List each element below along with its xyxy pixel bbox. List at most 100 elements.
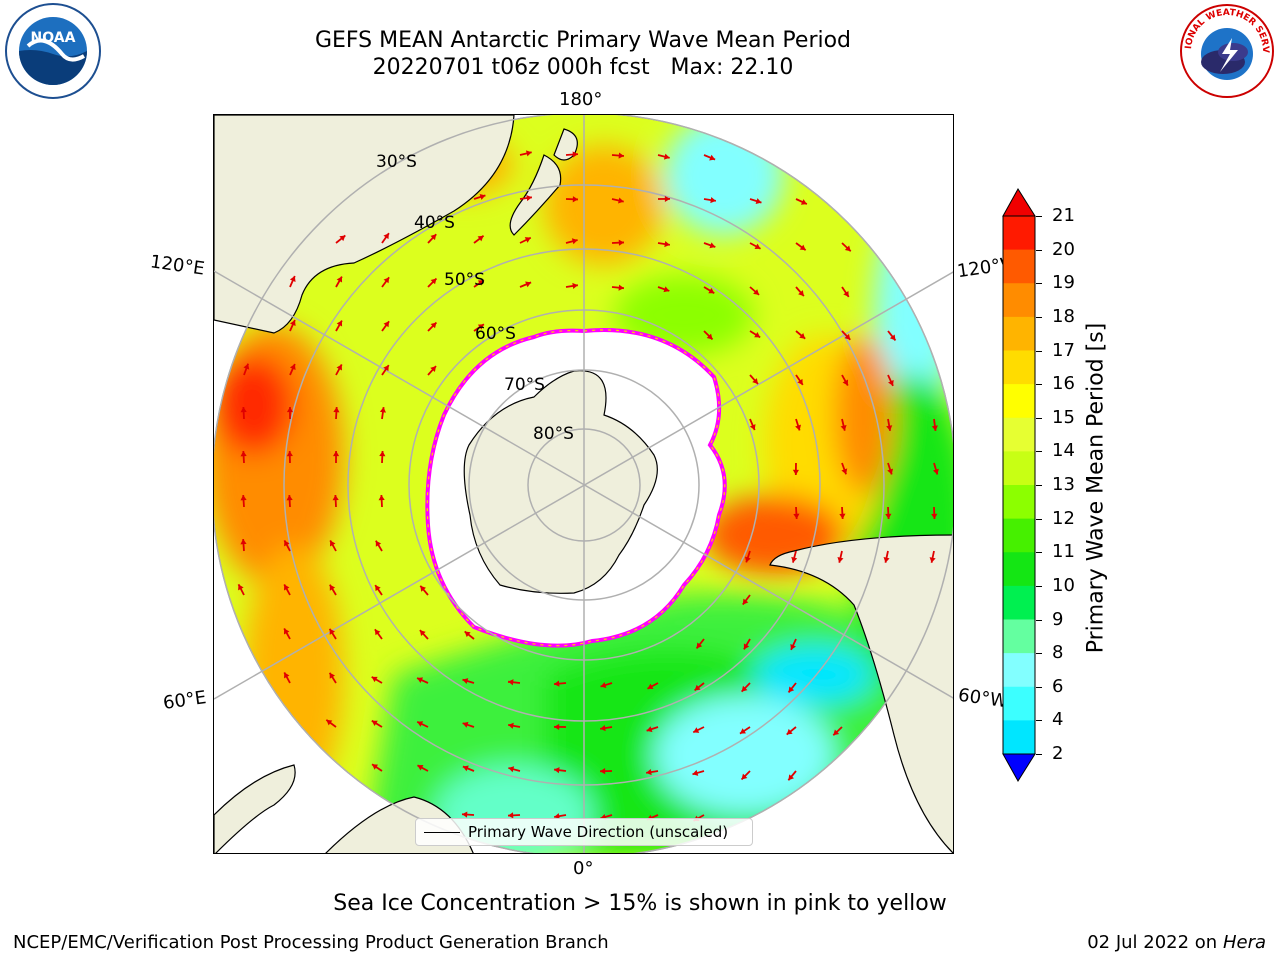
colorbar-tick-mark — [1036, 485, 1042, 486]
wave-direction-arrowhead — [929, 557, 936, 563]
wave-direction-arrowhead — [647, 683, 654, 690]
wave-direction-arrowhead — [508, 766, 515, 773]
wave-direction-arrowhead — [788, 774, 795, 781]
meridian-label-0: 0° — [573, 858, 594, 879]
wave-direction-arrowhead — [600, 682, 607, 688]
colorbar-segment — [1003, 417, 1035, 452]
wave-direction-arrowhead — [600, 768, 606, 775]
wave-direction-arrowhead — [887, 468, 894, 475]
wave-direction-arrowhead — [383, 365, 389, 372]
wave-direction-arrowhead — [739, 728, 746, 734]
wave-direction-arrowhead — [791, 556, 798, 563]
colorbar-tick-mark — [1036, 283, 1042, 285]
wave-direction-arrowhead — [797, 378, 803, 385]
wave-direction-arrowhead — [931, 425, 938, 431]
colorbar-segment — [1003, 249, 1035, 284]
meridian-label-180: 180° — [559, 89, 603, 110]
colorbar-tick-label: 16 — [1052, 373, 1075, 395]
wave-direction-arrowhead — [709, 154, 716, 161]
wave-direction-arrowhead — [526, 194, 532, 202]
colorbar-tick-mark — [1036, 249, 1042, 251]
wave-direction-arrowhead — [741, 773, 748, 780]
colorbar-tick-label: 9 — [1052, 608, 1064, 630]
wave-direction-arrowhead — [336, 364, 342, 371]
wave-direction-arrowhead — [571, 238, 578, 245]
colorbar-tick-mark — [1036, 619, 1042, 621]
colorbar-tick-label: 20 — [1052, 238, 1075, 260]
wave-direction-arrowhead — [931, 513, 938, 519]
colorbar-tick-label: 14 — [1052, 440, 1075, 462]
wave-direction-arrowhead — [799, 333, 806, 339]
wave-direction-arrowhead — [664, 195, 670, 203]
meridian-label-60e: 60°E — [161, 687, 208, 714]
legend-line-swatch — [424, 832, 460, 833]
wave-direction-arrowhead — [600, 725, 606, 732]
polar-stereographic-map — [214, 115, 953, 853]
wave-direction-arrowhead — [932, 468, 939, 475]
wave-direction-arrowhead — [240, 539, 247, 545]
wave-direction-arrowhead — [375, 540, 382, 547]
colorbar-tick-label: 15 — [1052, 406, 1075, 428]
wave-direction-arrowhead — [844, 245, 851, 252]
colorbar-tick-mark — [1036, 316, 1042, 318]
wave-direction-arrowhead — [479, 193, 486, 200]
wave-direction-arrowhead — [694, 684, 701, 691]
wave-direction-arrowhead — [837, 556, 844, 563]
wave-direction-arrowhead — [375, 585, 381, 592]
wave-direction-arrowhead — [888, 379, 894, 386]
wave-direction-arrowhead — [329, 628, 335, 635]
colorbar-under-triangle — [1002, 753, 1036, 782]
wave-direction-arrowhead — [554, 723, 560, 731]
colorbar-tick-mark — [1036, 552, 1042, 554]
wave-direction-arrowhead — [430, 322, 437, 329]
wave-direction-arrowhead — [692, 769, 699, 776]
wave-direction-arrowhead — [462, 811, 468, 818]
colorbar-tick-mark — [1036, 350, 1042, 352]
wave-direction-arrowhead — [374, 629, 381, 636]
wave-direction-arrowhead — [477, 324, 484, 330]
wave-direction-arrowhead — [379, 451, 386, 457]
wave-direction-arrowhead — [289, 275, 296, 282]
wave-direction-arrowhead — [742, 598, 749, 605]
wave-direction-arrowhead — [238, 584, 244, 591]
colorbar-segment — [1003, 518, 1035, 553]
wave-direction-arrowhead — [284, 540, 290, 547]
colorbar-tick-label: 18 — [1052, 305, 1075, 327]
colorbar-segment — [1003, 350, 1035, 385]
wave-direction-arrowhead — [755, 198, 762, 205]
wave-direction-arrowhead — [383, 277, 390, 284]
colorbar-segment — [1003, 720, 1035, 755]
colorbar-tick-label: 8 — [1052, 642, 1064, 664]
wave-direction-arrowhead — [572, 196, 578, 203]
wave-direction-arrowhead — [792, 469, 799, 475]
wave-direction-arrowhead — [378, 495, 385, 501]
wave-direction-arrowhead — [554, 813, 560, 820]
colorbar-segment — [1003, 619, 1035, 654]
wave-direction-arrowhead — [464, 631, 471, 638]
wave-direction-arrowhead — [696, 642, 703, 649]
colorbar-tick-mark — [1036, 451, 1042, 453]
wave-direction-arrowhead — [508, 679, 514, 686]
sea-ice-note: Sea Ice Concentration > 15% is shown in … — [333, 891, 947, 916]
noaa-logo-text: NOAA — [31, 30, 76, 46]
south-america-landmass — [769, 534, 953, 853]
wave-direction-arrowhead — [283, 584, 290, 591]
colorbar-tick-label: 6 — [1052, 675, 1064, 697]
wave-direction-arrowhead — [332, 451, 340, 457]
colorbar-tick-label: 2 — [1052, 743, 1064, 764]
colorbar-tick-label: 11 — [1052, 541, 1075, 563]
colorbar-segment — [1003, 451, 1035, 486]
colorbar — [1002, 188, 1036, 782]
colorbar-tick-label: 17 — [1052, 339, 1075, 361]
wave-direction-arrowhead — [462, 765, 469, 772]
colorbar-tick-mark — [1036, 754, 1042, 755]
wave-direction-arrowhead — [286, 451, 293, 457]
wave-direction-arrowhead — [754, 243, 761, 250]
legend-label: Primary Wave Direction (unscaled) — [468, 823, 729, 841]
colorbar-tick-label: 19 — [1052, 272, 1075, 294]
wave-direction-arrowhead — [554, 680, 560, 687]
wave-direction-arrowhead — [798, 290, 804, 297]
meridian-label-120e: 120°E — [148, 251, 206, 280]
wave-direction-arrowhead — [706, 333, 713, 340]
wave-direction-arrowhead — [795, 424, 802, 431]
